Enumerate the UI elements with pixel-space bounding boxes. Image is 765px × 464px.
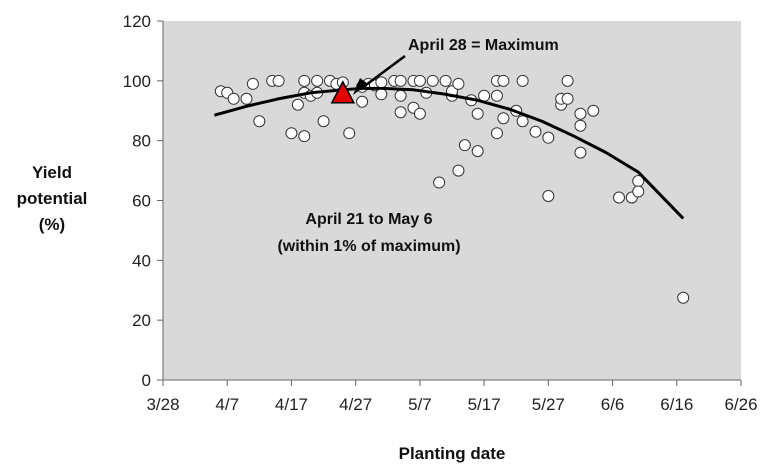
x-tick-label: 6/6	[601, 395, 625, 414]
y-axis-tick-labels: 0 20 40 60 80 100 120	[123, 12, 151, 390]
data-point	[246, 77, 259, 90]
y-tick-label: 20	[132, 311, 151, 330]
x-tick-label: 6/26	[724, 395, 757, 414]
maximum-marker	[330, 80, 356, 104]
data-point	[490, 89, 503, 102]
y-tick-label: 80	[132, 132, 151, 151]
data-point	[458, 139, 471, 152]
x-tick-label: 4/27	[339, 395, 372, 414]
y-tick-label: 0	[142, 371, 151, 390]
y-tick-label: 40	[132, 251, 151, 270]
data-point	[272, 74, 285, 87]
data-point	[574, 107, 587, 120]
data-point	[452, 164, 465, 177]
maximum-arrow-head	[353, 78, 368, 95]
data-point	[516, 74, 529, 87]
data-point	[375, 76, 388, 89]
data-point	[317, 115, 330, 128]
data-point	[612, 191, 625, 204]
data-point	[375, 88, 388, 101]
x-tick-label: 6/16	[660, 395, 693, 414]
data-point	[452, 77, 465, 90]
data-point	[394, 74, 407, 87]
trend-line	[213, 86, 685, 220]
x-axis-tick-labels: 3/28 4/7 4/17 4/27 5/7 5/17 5/27 6/6 6/16 6/26	[146, 395, 757, 414]
y-tick-label: 60	[132, 192, 151, 211]
x-tick-label: 3/28	[146, 395, 179, 414]
data-point	[587, 104, 600, 117]
data-point	[497, 74, 510, 87]
annotation-range-line2: (within 1% of maximum)	[277, 238, 460, 255]
axes	[157, 20, 742, 386]
y-axis-title-line2: potential	[17, 189, 88, 208]
data-point	[561, 74, 574, 87]
y-tick-label: 120	[123, 12, 151, 31]
data-point	[529, 125, 542, 138]
data-point	[413, 74, 426, 87]
x-tick-label: 4/7	[215, 395, 239, 414]
x-tick-label: 4/17	[275, 395, 308, 414]
maximum-arrow-line	[361, 54, 406, 90]
x-tick-label: 5/17	[468, 395, 501, 414]
x-tick-label: 5/7	[408, 395, 432, 414]
data-point	[574, 119, 587, 132]
annotation-maximum: April 28 = Maximum	[408, 37, 559, 54]
data-point	[497, 112, 510, 125]
data-point	[490, 127, 503, 140]
data-point	[574, 146, 587, 159]
data-point	[413, 107, 426, 120]
data-point	[471, 145, 484, 158]
data-point	[291, 98, 304, 111]
data-point	[516, 115, 529, 128]
data-point	[311, 74, 324, 87]
data-point	[343, 127, 356, 140]
data-point	[632, 185, 645, 198]
x-axis-title: Planting date	[399, 444, 506, 463]
plot-area-background	[163, 21, 741, 380]
data-point	[356, 95, 369, 108]
data-point	[298, 74, 311, 87]
data-point	[298, 130, 311, 143]
data-point	[433, 176, 446, 189]
data-point	[471, 107, 484, 120]
data-point	[542, 190, 555, 203]
x-tick-label: 5/27	[532, 395, 565, 414]
data-point	[542, 131, 555, 144]
y-tick-label: 100	[123, 72, 151, 91]
data-point	[439, 74, 452, 87]
data-point	[677, 291, 690, 304]
data-point	[253, 115, 266, 128]
data-point	[394, 106, 407, 119]
data-point	[240, 92, 253, 105]
annotation-range-line1: April 21 to May 6	[305, 211, 432, 228]
data-point	[426, 74, 439, 87]
data-point	[561, 92, 574, 105]
y-axis-title-line3: (%)	[39, 215, 65, 234]
data-point	[227, 92, 240, 105]
y-axis-title-line1: Yield	[32, 163, 72, 182]
data-point	[285, 127, 298, 140]
data-point	[394, 89, 407, 102]
